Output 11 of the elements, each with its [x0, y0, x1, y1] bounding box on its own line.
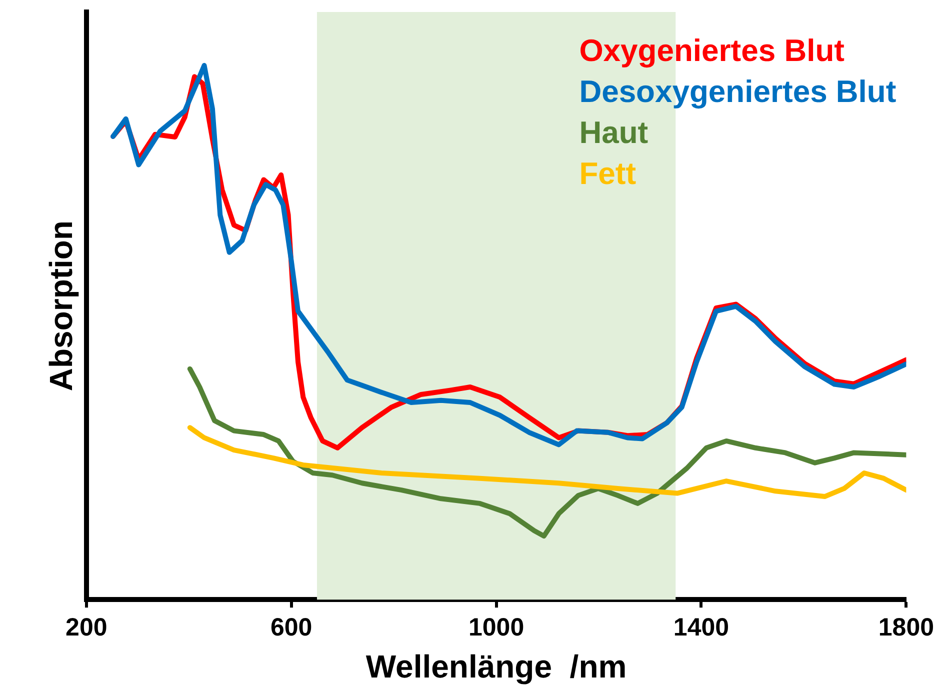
x-tick-label: 200: [66, 613, 108, 642]
text: Fett: [579, 155, 638, 193]
x-tick-label: 1400: [673, 613, 730, 642]
text: Haut: [579, 114, 650, 152]
x-tick-label: 1000: [468, 613, 524, 642]
text: Oxygeniertes Blut: [579, 32, 846, 70]
x-tick-label: 1800: [878, 613, 934, 642]
x-axis-title: Wellenlänge /nm: [366, 648, 627, 685]
text: Desoxygeniertes Blut: [579, 73, 896, 111]
x-tick-label: 600: [270, 613, 312, 642]
y-axis-title: Absorption: [43, 220, 80, 392]
